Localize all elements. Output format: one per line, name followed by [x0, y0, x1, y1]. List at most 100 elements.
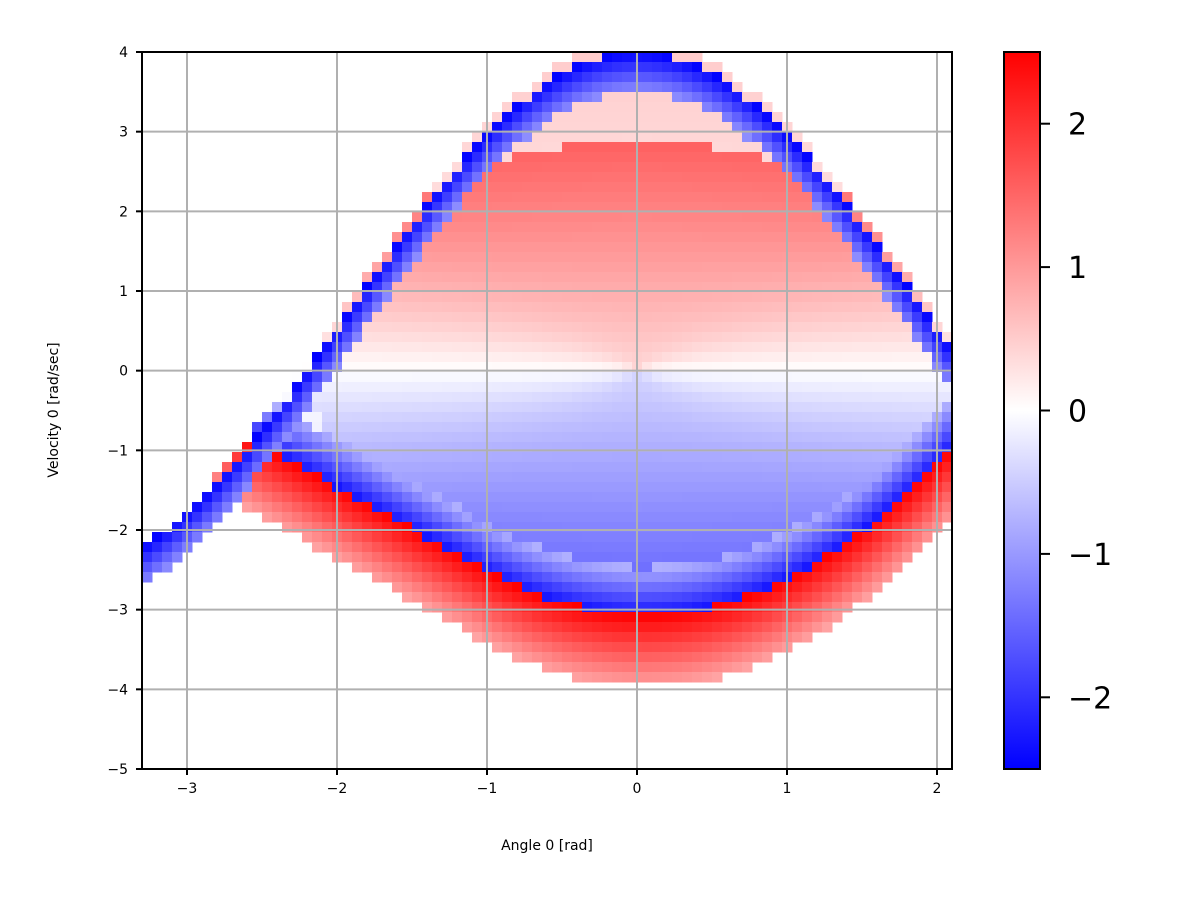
- heatmap-cell: [522, 282, 533, 293]
- heatmap-cell: [602, 232, 613, 243]
- heatmap-cell: [682, 332, 693, 343]
- heatmap-cell: [662, 542, 673, 553]
- heatmap-cell: [442, 472, 453, 483]
- heatmap-cell: [512, 262, 523, 273]
- heatmap-cell: [272, 472, 283, 483]
- heatmap-cell: [212, 482, 223, 493]
- heatmap-cell: [832, 402, 843, 413]
- heatmap-cell: [752, 132, 763, 143]
- heatmap-cell: [352, 312, 363, 323]
- heatmap-cell: [652, 532, 663, 543]
- heatmap-cell: [552, 662, 563, 673]
- heatmap-cell: [762, 382, 773, 393]
- heatmap-cell: [522, 592, 533, 603]
- heatmap-cell: [922, 462, 933, 473]
- heatmap-cell: [442, 512, 453, 523]
- x-ticks: −3 −2 −1 0 1 2: [177, 769, 941, 797]
- heatmap-cell: [622, 602, 633, 613]
- heatmap-cell: [722, 392, 733, 403]
- heatmap-cell: [752, 502, 763, 513]
- heatmap-cell: [672, 92, 683, 103]
- heatmap-cell: [822, 352, 833, 363]
- heatmap-cell: [392, 252, 403, 263]
- heatmap-cell: [852, 232, 863, 243]
- heatmap-cell: [512, 322, 523, 333]
- heatmap-cell: [422, 282, 433, 293]
- heatmap-cell: [612, 442, 623, 453]
- heatmap-cell: [322, 382, 333, 393]
- heatmap-cell: [662, 642, 673, 653]
- heatmap-cell: [582, 222, 593, 233]
- heatmap-cell: [702, 382, 713, 393]
- heatmap-cell: [402, 432, 413, 443]
- heatmap-cell: [822, 482, 833, 493]
- heatmap-cell: [572, 462, 583, 473]
- heatmap-cell: [602, 442, 613, 453]
- heatmap-cell: [192, 532, 203, 543]
- heatmap-cell: [622, 492, 633, 503]
- heatmap-cell: [872, 542, 883, 553]
- heatmap-cell: [232, 472, 243, 483]
- heatmap-cell: [602, 372, 613, 383]
- heatmap-cell: [642, 622, 653, 633]
- heatmap-cell: [542, 182, 553, 193]
- heatmap-cell: [562, 592, 573, 603]
- heatmap-cell: [572, 242, 583, 253]
- heatmap-cell: [732, 372, 743, 383]
- heatmap-cell: [472, 322, 483, 333]
- heatmap-cell: [622, 62, 633, 73]
- heatmap-cell: [642, 552, 653, 563]
- heatmap-cell: [802, 332, 813, 343]
- heatmap-cell: [502, 142, 513, 153]
- heatmap-cell: [672, 582, 683, 593]
- heatmap-cell: [882, 332, 893, 343]
- heatmap-cell: [492, 272, 503, 283]
- heatmap-cell: [552, 552, 563, 563]
- heatmap-cell: [312, 372, 323, 383]
- heatmap-cell: [582, 212, 593, 223]
- heatmap-cell: [382, 362, 393, 373]
- heatmap-cell: [762, 402, 773, 413]
- heatmap-cell: [722, 142, 733, 153]
- heatmap-cell: [492, 382, 503, 393]
- heatmap-cell: [652, 72, 663, 83]
- heatmap-cell: [872, 392, 883, 403]
- heatmap-cell: [572, 382, 583, 393]
- heatmap-cell: [422, 562, 433, 573]
- heatmap-cell: [862, 442, 873, 453]
- heatmap-cell: [702, 582, 713, 593]
- heatmap-cell: [772, 612, 783, 623]
- heatmap-cell: [812, 612, 823, 623]
- heatmap-cell: [682, 112, 693, 123]
- heatmap-cell: [682, 222, 693, 233]
- heatmap-cell: [872, 502, 883, 513]
- heatmap-cell: [442, 522, 453, 533]
- heatmap-cell: [862, 242, 873, 253]
- heatmap-cell: [702, 652, 713, 663]
- heatmap-cell: [662, 182, 673, 193]
- heatmap-cell: [682, 62, 693, 73]
- heatmap-cell: [942, 472, 952, 483]
- heatmap-cell: [512, 442, 523, 453]
- heatmap-cell: [672, 152, 683, 163]
- heatmap-cell: [642, 472, 653, 483]
- heatmap-cell: [442, 322, 453, 333]
- heatmap-cell: [602, 532, 613, 543]
- heatmap-cell: [662, 522, 673, 533]
- heatmap-cell: [552, 272, 563, 283]
- plot-frame: [141, 51, 953, 770]
- heatmap-cell: [752, 272, 763, 283]
- heatmap-cell: [652, 622, 663, 633]
- heatmap-cell: [372, 482, 383, 493]
- heatmap-cell: [892, 442, 903, 453]
- heatmap-cell: [812, 552, 823, 563]
- heatmap-cell: [702, 102, 713, 113]
- heatmap-cell: [582, 92, 593, 103]
- heatmap-cell: [772, 122, 783, 133]
- heatmap-cell: [712, 542, 723, 553]
- heatmap-cell: [592, 652, 603, 663]
- heatmap-cell: [382, 502, 393, 513]
- heatmap-cell: [432, 492, 443, 503]
- heatmap-cell: [642, 562, 653, 573]
- heatmap-cell: [552, 622, 563, 633]
